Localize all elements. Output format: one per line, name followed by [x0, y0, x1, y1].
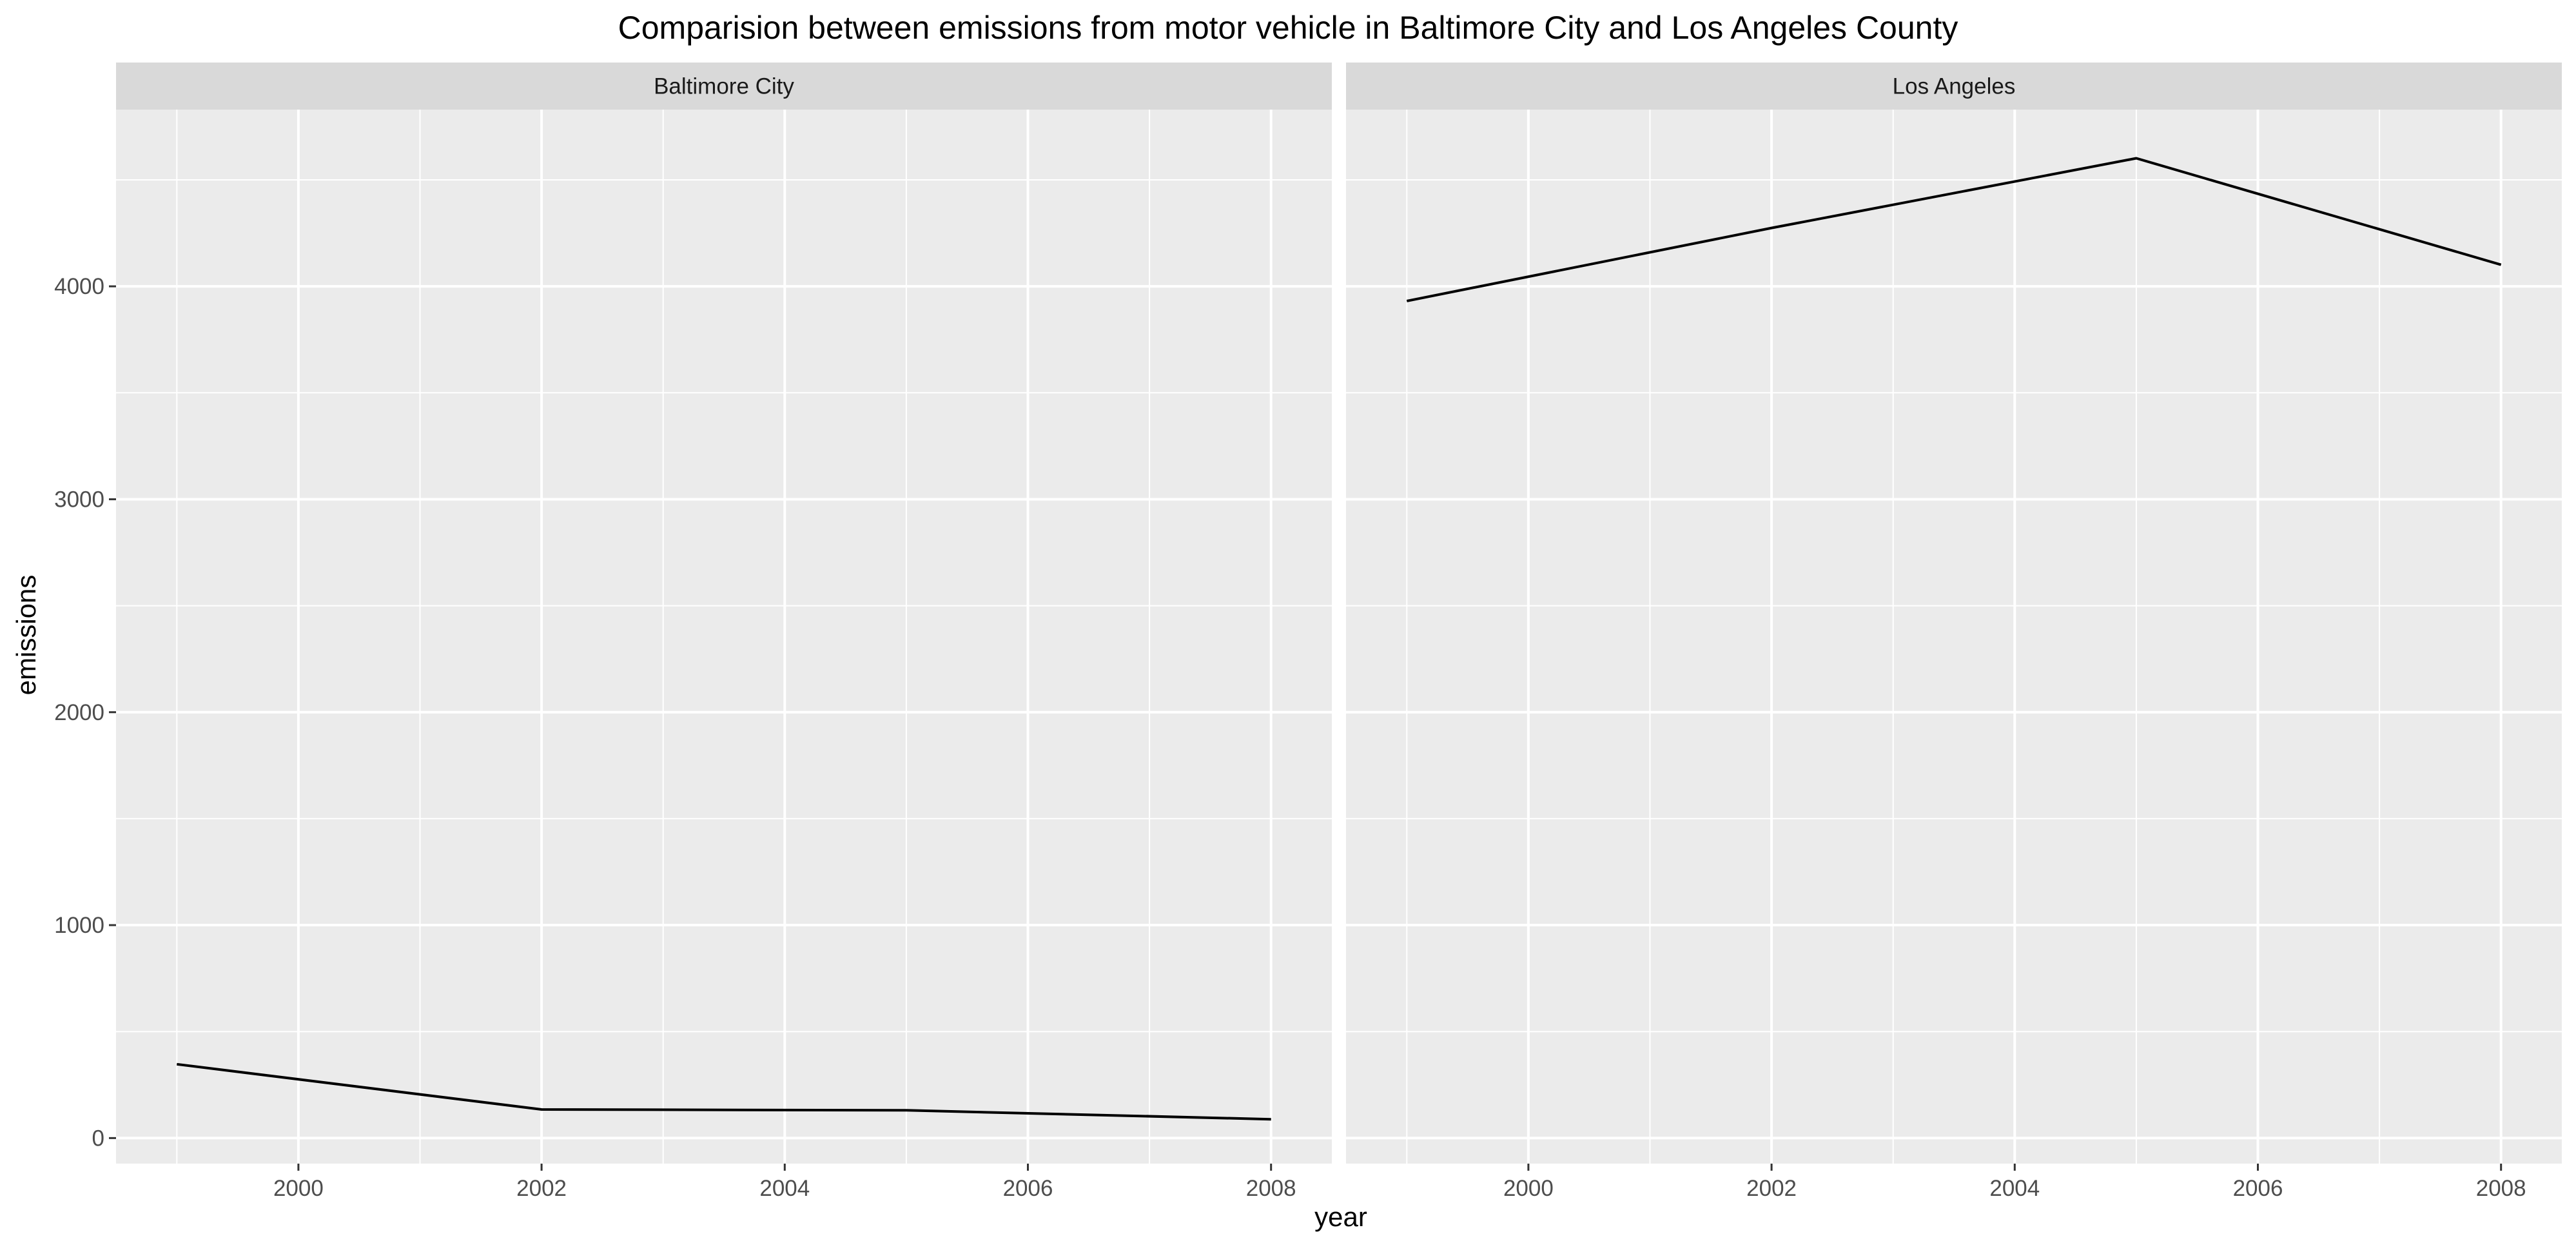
facet-strip [116, 63, 1332, 110]
x-tick-label: 2008 [1246, 1176, 1296, 1201]
y-tick-label: 3000 [54, 487, 104, 512]
facet-panel: Baltimore City 2000 2002 2004 2006 2008 0 1000 2… [54, 63, 1332, 1201]
x-tick-label: 2006 [1003, 1176, 1053, 1201]
facet-strip-label: Los Angeles [1893, 74, 2016, 99]
x-tick-label: 2002 [1746, 1176, 1797, 1201]
x-tick-label: 2008 [2476, 1176, 2526, 1201]
x-tick-label: 2002 [516, 1176, 567, 1201]
facet-strip-label: Baltimore City [654, 74, 794, 99]
series-line [177, 1062, 1271, 1121]
y-tick-label: 2000 [54, 700, 104, 725]
x-tick-label: 2004 [759, 1176, 810, 1201]
x-tick-label: 2006 [2233, 1176, 2283, 1201]
facet-panel: Los Angeles 2000 2002 2004 2006 2008 [1346, 63, 2562, 1201]
chart-title: Comparision between emissions from motor… [618, 10, 1958, 46]
x-axis-title: year [1314, 1202, 1367, 1232]
series-line [1406, 157, 2502, 302]
y-tick-label: 4000 [54, 274, 104, 299]
facet-strip [1346, 63, 2562, 110]
y-axis-title: emissions [11, 575, 41, 696]
y-tick-label: 0 [92, 1126, 104, 1151]
y-tick-label: 1000 [54, 913, 104, 938]
x-tick-label: 2000 [273, 1176, 324, 1201]
facets-layer: Baltimore City 2000 2002 2004 2006 2008 0 1000 2… [54, 63, 2562, 1201]
x-tick-label: 2000 [1503, 1176, 1554, 1201]
x-tick-label: 2004 [1989, 1176, 2040, 1201]
